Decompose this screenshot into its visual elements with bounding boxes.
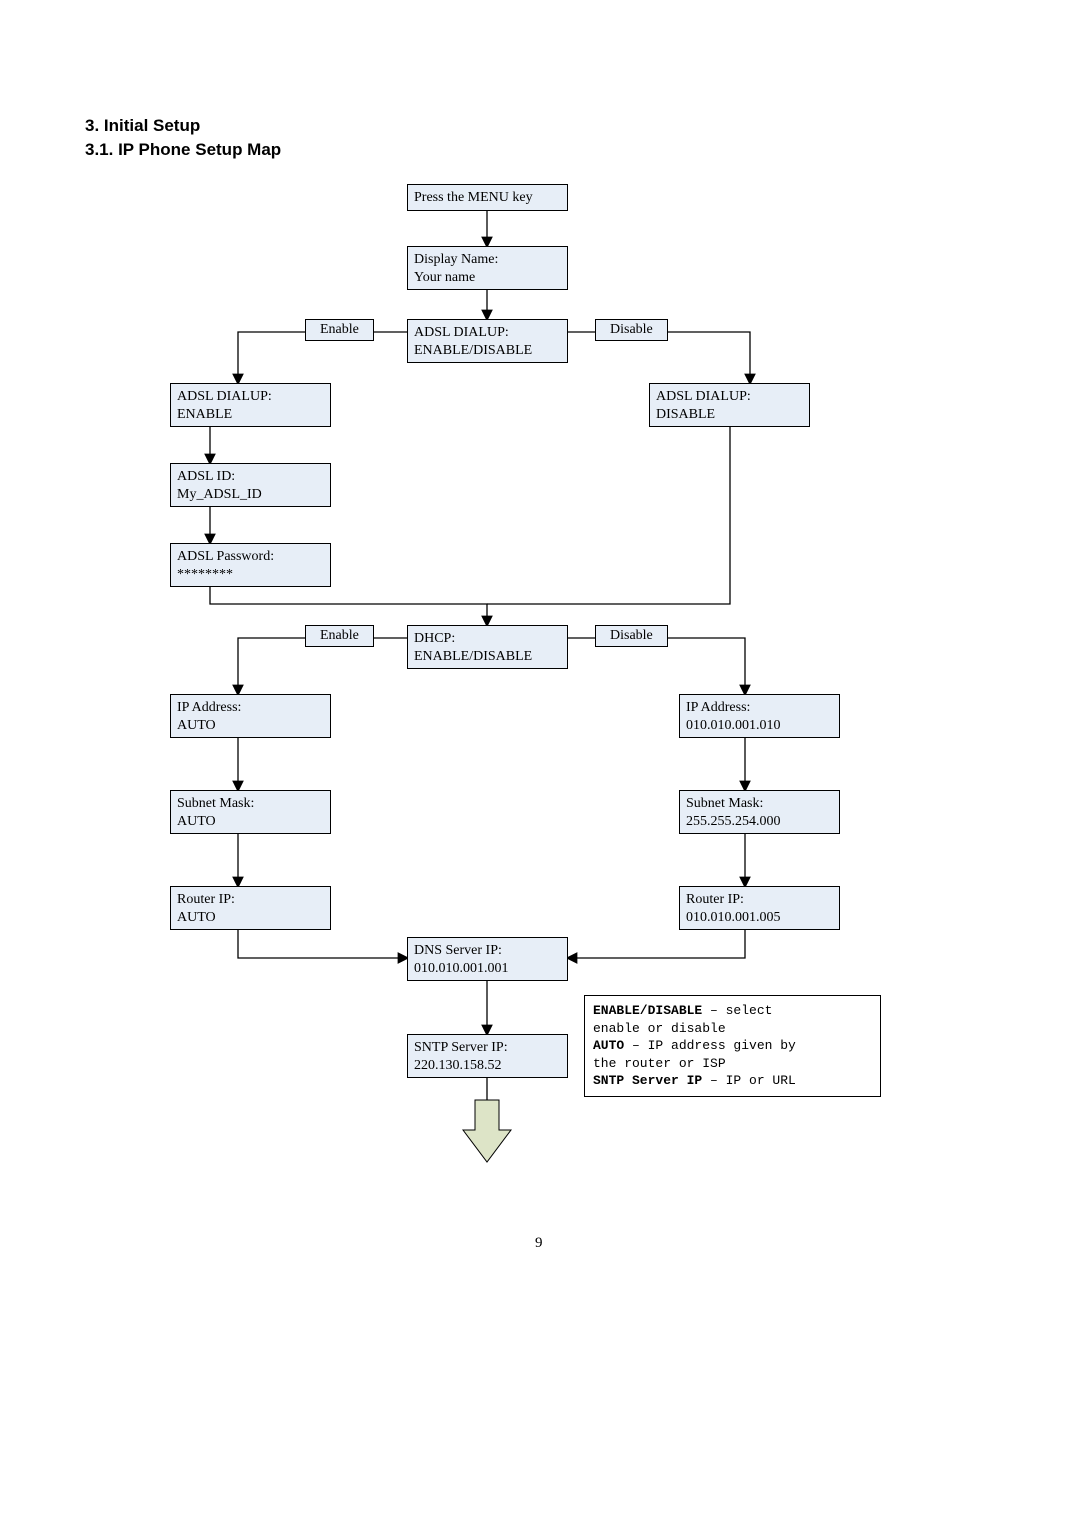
- node-adsl-choice: ADSL DIALUP: ENABLE/DISABLE: [407, 319, 568, 363]
- node-press-menu: Press the MENU key: [407, 184, 568, 211]
- page: 3. Initial Setup 3.1. IP Phone Setup Map…: [0, 0, 1080, 1527]
- node-adsl-id: ADSL ID: My_ADSL_ID: [170, 463, 331, 507]
- flowchart-connectors: [0, 0, 1080, 1527]
- label-enable-adsl: Enable: [305, 319, 374, 341]
- legend-box: ENABLE/DISABLE – select enable or disabl…: [584, 995, 881, 1097]
- node-router-auto: Router IP: AUTO: [170, 886, 331, 930]
- heading-3-1: 3.1. IP Phone Setup Map: [85, 140, 281, 160]
- node-mask-fixed: Subnet Mask: 255.255.254.000: [679, 790, 840, 834]
- node-adsl-disable: ADSL DIALUP: DISABLE: [649, 383, 810, 427]
- node-display-name: Display Name: Your name: [407, 246, 568, 290]
- node-router-fixed: Router IP: 010.010.001.005: [679, 886, 840, 930]
- node-ip-fixed: IP Address: 010.010.001.010: [679, 694, 840, 738]
- label-disable-adsl: Disable: [595, 319, 668, 341]
- node-dhcp-choice: DHCP: ENABLE/DISABLE: [407, 625, 568, 669]
- heading-3: 3. Initial Setup: [85, 116, 200, 136]
- legend-text: – IP address given by: [624, 1038, 796, 1053]
- legend-text: – IP or URL: [702, 1073, 796, 1088]
- legend-text: – select: [702, 1003, 772, 1018]
- node-adsl-enable: ADSL DIALUP: ENABLE: [170, 383, 331, 427]
- label-disable-dhcp: Disable: [595, 625, 668, 647]
- node-dns: DNS Server IP: 010.010.001.001: [407, 937, 568, 981]
- legend-key-sntp: SNTP Server IP: [593, 1073, 702, 1088]
- node-ip-auto: IP Address: AUTO: [170, 694, 331, 738]
- node-mask-auto: Subnet Mask: AUTO: [170, 790, 331, 834]
- legend-text: the router or ISP: [593, 1055, 872, 1073]
- legend-key-enable-disable: ENABLE/DISABLE: [593, 1003, 702, 1018]
- node-sntp: SNTP Server IP: 220.130.158.52: [407, 1034, 568, 1078]
- page-number: 9: [535, 1235, 543, 1252]
- node-adsl-password: ADSL Password: ********: [170, 543, 331, 587]
- legend-text: enable or disable: [593, 1020, 872, 1038]
- legend-key-auto: AUTO: [593, 1038, 624, 1053]
- label-enable-dhcp: Enable: [305, 625, 374, 647]
